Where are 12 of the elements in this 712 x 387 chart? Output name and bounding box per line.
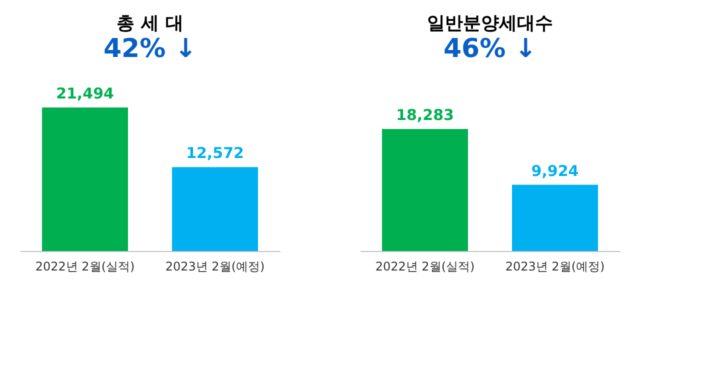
data-label: 18,283 xyxy=(396,106,454,124)
x-tick-label: 2023년 2월(예정) xyxy=(165,260,265,274)
data-label: 21,494 xyxy=(56,84,114,103)
data-label: 9,924 xyxy=(531,162,579,180)
x-tick-label: 2023년 2월(예정) xyxy=(505,260,605,274)
x-tick-label: 2022년 2월(실적) xyxy=(375,260,475,274)
chart-title: 일반분양세대수 xyxy=(427,13,553,34)
x-tick-label: 2022년 2월(실적) xyxy=(35,260,135,274)
data-label: 12,572 xyxy=(186,144,244,162)
chart-title: 총 세 대 xyxy=(116,13,184,34)
chart-subtitle: 42% ↓ xyxy=(103,34,197,64)
chart-subtitle: 46% ↓ xyxy=(443,34,537,64)
